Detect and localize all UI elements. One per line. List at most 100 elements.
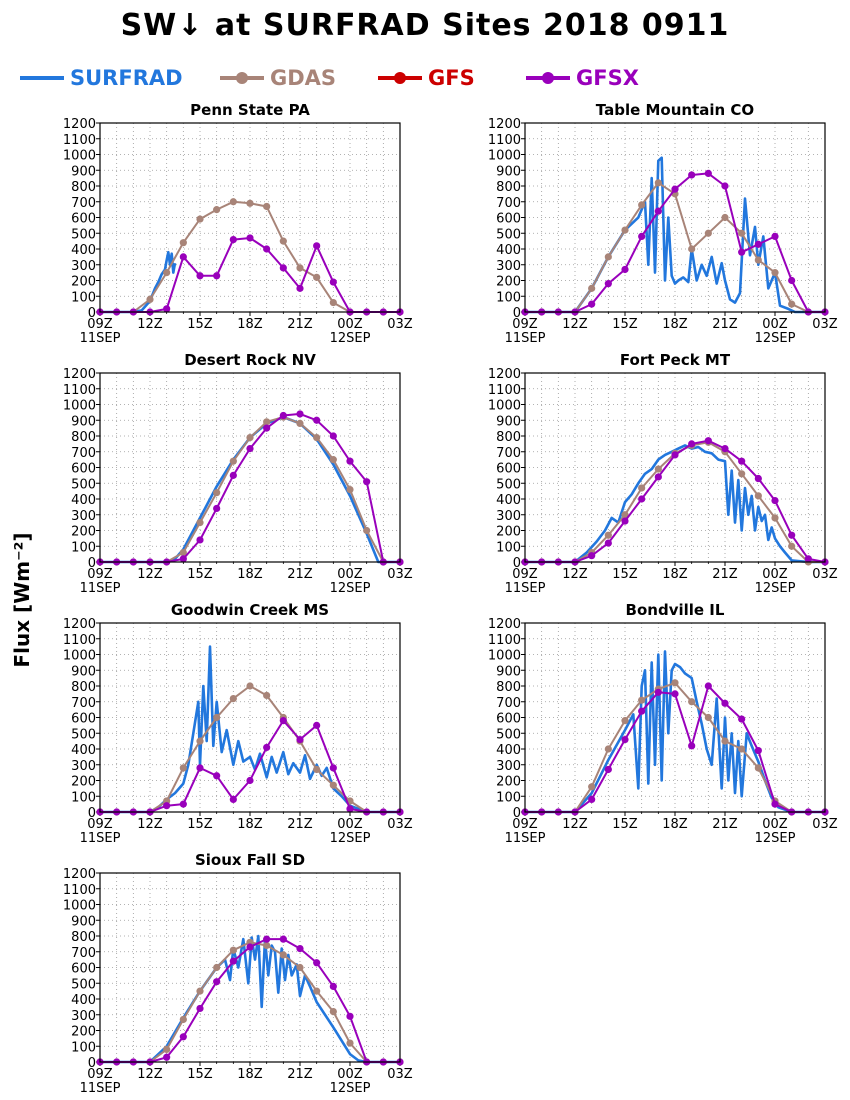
x-tick-label: 03Z (812, 317, 838, 332)
series-point-gdas (279, 237, 287, 245)
series-point-gfsx (263, 245, 271, 253)
x-tick-label: 12Z (562, 817, 588, 832)
y-tick-label: 0 (513, 556, 521, 571)
x-tick-label: 12Z (562, 317, 588, 332)
chart-title: Goodwin Creek MS (171, 601, 329, 619)
x-date-label: 11SEP (80, 1081, 121, 1096)
plot-frame (99, 122, 401, 313)
y-tick-label: 1200 (488, 117, 521, 132)
series-point-gdas (263, 691, 271, 700)
x-tick-label: 09Z (87, 317, 113, 332)
series-point-gdas (621, 226, 629, 234)
series-point-gfsx (804, 555, 812, 563)
x-date-label: 12SEP (330, 831, 371, 846)
series-point-gfsx (754, 474, 762, 483)
y-tick-label: 900 (496, 664, 521, 679)
series-point-gfsx (621, 517, 629, 525)
x-date-label: 12SEP (330, 331, 371, 346)
y-tick-label: 100 (71, 290, 96, 305)
series-point-gfsx (654, 688, 662, 696)
series-point-gfsx (179, 555, 187, 563)
series-point-gdas (329, 781, 337, 789)
series-point-gdas (329, 1008, 337, 1016)
series-point-gfsx (213, 978, 221, 986)
y-tick-label: 900 (496, 414, 521, 429)
series-point-gfsx (229, 235, 237, 244)
chart-panel: Desert Rock NV 01002003004005006007008009… (63, 351, 413, 596)
x-tick-label: 03Z (812, 817, 838, 832)
chart-title: Table Mountain CO (596, 101, 754, 119)
y-tick-label: 1100 (488, 383, 521, 398)
series-point-gdas (196, 215, 204, 223)
y-tick-label: 600 (71, 712, 96, 727)
x-tick-label: 18Z (237, 1067, 263, 1082)
series-point-gfsx (246, 445, 254, 453)
series-point-gfsx (329, 982, 337, 991)
series-point-gdas (754, 256, 762, 264)
x-date-label: 12SEP (330, 581, 371, 596)
x-tick-label: 18Z (662, 317, 688, 332)
x-date-label: 11SEP (505, 581, 546, 596)
y-tick-label: 1000 (488, 649, 521, 664)
y-tick-label: 200 (496, 775, 521, 790)
series-point-gdas (279, 951, 287, 959)
series-point-gfsx (313, 959, 321, 967)
y-tick-label: 800 (71, 680, 96, 695)
y-tick-label: 500 (71, 727, 96, 742)
y-tick-label: 900 (496, 164, 521, 179)
series-point-gfsx (263, 743, 271, 752)
y-tick-label: 200 (496, 275, 521, 290)
series-point-gfsx (621, 735, 629, 744)
series-point-gdas (346, 485, 354, 494)
y-tick-label: 100 (496, 540, 521, 555)
y-tick-label: 0 (88, 556, 96, 571)
series-point-gdas (196, 987, 204, 995)
series-line-surfrad (525, 156, 825, 314)
x-tick-label: 15Z (187, 817, 213, 832)
series-point-gdas (213, 963, 221, 972)
y-tick-label: 900 (71, 414, 96, 429)
series-point-gdas (721, 213, 729, 222)
x-tick-label: 21Z (712, 317, 738, 332)
series-point-gfsx (313, 242, 321, 250)
series-point-gdas (229, 457, 237, 465)
y-tick-label: 300 (496, 259, 521, 274)
series-point-gdas (738, 470, 746, 478)
y-tick-label: 1200 (488, 617, 521, 632)
y-tick-label: 1100 (63, 633, 96, 648)
y-tick-label: 0 (88, 306, 96, 321)
y-tick-label: 1000 (63, 149, 96, 164)
series-point-gfsx (604, 539, 612, 547)
chart-panel: Bondville IL 0100200300400500600700800900… (488, 601, 838, 846)
series-point-gfsx (721, 182, 729, 190)
x-tick-label: 00Z (762, 317, 788, 332)
series-point-gdas (313, 433, 321, 442)
y-tick-label: 600 (496, 462, 521, 477)
series-point-gdas (146, 295, 154, 303)
x-tick-label: 09Z (512, 817, 538, 832)
series-point-gdas (329, 298, 337, 307)
series-point-gfsx (329, 764, 337, 772)
series-point-gfsx (179, 800, 187, 808)
x-tick-label: 00Z (337, 317, 363, 332)
y-tick-label: 500 (496, 227, 521, 242)
legend-label-gdas: GDAS (270, 66, 337, 90)
series-point-gfsx (588, 552, 596, 560)
series-point-gdas (588, 284, 596, 292)
series-point-gfsx (654, 473, 662, 481)
y-tick-label: 1100 (488, 133, 521, 148)
series-point-gfsx (771, 496, 779, 505)
series-point-gfsx (246, 234, 254, 242)
series-point-gfsx (588, 300, 596, 308)
series-point-gfsx (771, 232, 779, 240)
y-tick-label: 400 (496, 243, 521, 258)
y-tick-label: 800 (496, 180, 521, 195)
series-point-gdas (754, 764, 762, 772)
y-tick-label: 700 (496, 696, 521, 711)
x-tick-label: 21Z (287, 567, 313, 582)
y-tick-label: 700 (71, 946, 96, 961)
series-point-gdas (721, 737, 729, 745)
y-tick-label: 1000 (488, 149, 521, 164)
series-point-gfsx (329, 278, 337, 286)
